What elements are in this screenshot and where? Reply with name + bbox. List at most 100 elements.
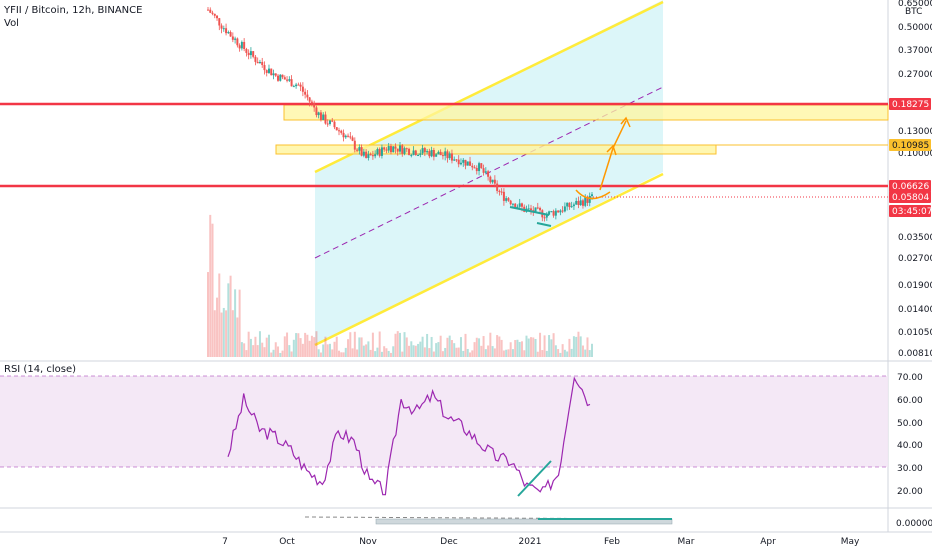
price-divergence-line-1[interactable] xyxy=(509,206,550,216)
candle-body xyxy=(539,207,542,211)
candle-body xyxy=(240,41,243,49)
volume-bar xyxy=(229,275,232,357)
volume-bar xyxy=(496,335,499,357)
volume-bar xyxy=(272,349,275,357)
volume-bar xyxy=(412,345,415,357)
candle-body xyxy=(464,159,467,166)
candle-body xyxy=(412,150,415,155)
volume-bar xyxy=(356,349,359,357)
volume-bar xyxy=(532,337,535,357)
volume-bar xyxy=(514,340,517,357)
price-tag-box xyxy=(889,180,931,192)
volume-label: Vol xyxy=(4,18,19,29)
volume-bar xyxy=(575,336,578,357)
candle-body xyxy=(473,167,476,169)
candle-body xyxy=(505,198,508,201)
volume-bar xyxy=(509,342,512,357)
volume-bar xyxy=(584,349,587,357)
candle-body xyxy=(579,200,582,206)
candle-body xyxy=(236,38,239,46)
candle-body xyxy=(313,102,316,108)
price-tick-label: 0.01050 xyxy=(898,328,932,338)
volume-bar xyxy=(459,337,462,357)
channel-lower-line[interactable] xyxy=(314,172,664,347)
volume-bar xyxy=(380,351,383,357)
projection-arrow-2[interactable] xyxy=(612,120,627,149)
candle-body xyxy=(301,86,304,92)
volume-bar xyxy=(539,332,542,357)
candle-body xyxy=(389,146,392,153)
volume-bar xyxy=(308,340,311,357)
upper-resistance-zone[interactable] xyxy=(283,104,889,121)
volume-bar xyxy=(340,352,343,357)
candle-body xyxy=(509,200,512,205)
projection-arrow-1[interactable] xyxy=(599,147,614,191)
candle-body xyxy=(408,148,411,155)
candle-body xyxy=(229,32,232,37)
volume-bar xyxy=(360,337,363,357)
volume-bar xyxy=(225,310,228,357)
volume-bar xyxy=(236,317,239,357)
candle-body xyxy=(220,25,223,29)
volume-bar xyxy=(581,345,584,357)
candle-body xyxy=(340,130,343,133)
candle-body xyxy=(554,210,557,216)
channel-upper-line[interactable] xyxy=(314,0,664,174)
candle-body xyxy=(392,146,395,153)
volume-bar xyxy=(482,336,485,357)
candle-body xyxy=(426,151,429,153)
volume-bar xyxy=(417,343,420,357)
candle-body xyxy=(484,171,487,173)
candle-body xyxy=(480,163,483,169)
volume-bar xyxy=(541,350,544,357)
volume-bar xyxy=(475,337,478,357)
price-tick-label: 0.03500 xyxy=(898,233,932,243)
volume-bar xyxy=(520,341,523,357)
candle-body xyxy=(365,151,368,158)
volume-bar xyxy=(450,340,453,357)
candle-body xyxy=(572,204,575,207)
middle-resistance-zone[interactable] xyxy=(275,144,717,155)
volume-bar xyxy=(288,345,291,357)
volume-bar xyxy=(545,350,548,357)
volume-bar xyxy=(399,332,401,357)
candle-body xyxy=(297,84,300,86)
price-tick-label: 0.10000 xyxy=(898,149,932,159)
projection-curve[interactable] xyxy=(575,189,611,200)
volume-bar xyxy=(344,347,347,357)
candle-body xyxy=(380,147,383,156)
candle-body xyxy=(261,61,264,66)
candle-body xyxy=(430,150,433,157)
candle-body xyxy=(584,196,587,206)
volume-bar xyxy=(335,336,338,357)
rsi-divergence-line[interactable] xyxy=(517,460,552,497)
time-axis: 7 Oct Nov Dec 2021 Feb Mar Apr May xyxy=(222,537,860,547)
volume-bar xyxy=(365,344,368,357)
candle-body xyxy=(489,176,492,183)
candle-body xyxy=(281,74,284,78)
candle-body xyxy=(299,84,302,87)
rsi-line[interactable] xyxy=(227,376,591,496)
price-tag-box xyxy=(889,98,931,110)
volume-bar xyxy=(426,333,429,357)
volume-bar xyxy=(428,348,431,357)
candle-body xyxy=(353,140,356,150)
candle-body xyxy=(288,79,291,81)
price-tick-label: 0.01400 xyxy=(898,305,932,315)
volume-bar xyxy=(591,343,593,357)
rsi-label: RSI (14, close) xyxy=(4,364,77,375)
price-divergence-line-2[interactable] xyxy=(536,222,552,227)
volume-bar xyxy=(523,350,526,357)
price-tick-label: 0.00810 xyxy=(898,349,932,359)
rsi-tick-label: 70.00 xyxy=(897,373,923,383)
volume-bar xyxy=(315,331,318,357)
volume-bar xyxy=(405,337,408,357)
candle-body xyxy=(328,120,331,124)
candle-body xyxy=(437,151,440,155)
volume-bar xyxy=(383,346,386,357)
candle-body xyxy=(331,120,334,122)
volume-bar xyxy=(265,337,268,357)
candle-body xyxy=(249,51,252,56)
projection-arrow-2-head xyxy=(620,116,631,128)
